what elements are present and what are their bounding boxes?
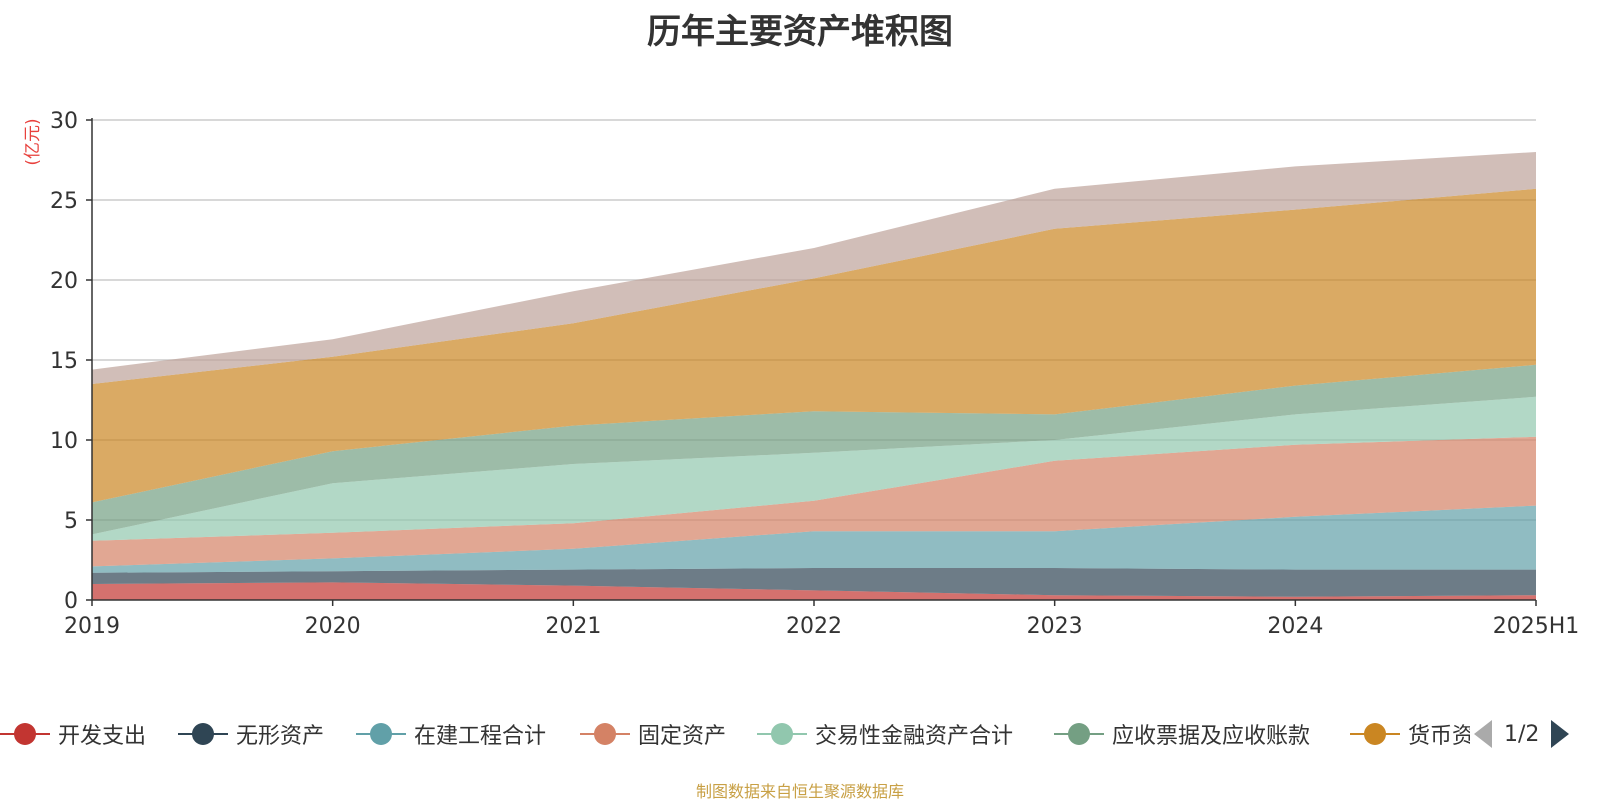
x-tick-label: 2019: [64, 614, 120, 639]
legend-prev-page-button[interactable]: [1474, 720, 1492, 748]
legend-label: 开发支出: [58, 724, 147, 749]
legend-marker: [1350, 714, 1400, 754]
x-tick-label: 2024: [1267, 614, 1323, 639]
legend-item-5[interactable]: 应收票据及应收账款: [1054, 714, 1310, 754]
area-series-1[interactable]: [92, 568, 1536, 597]
legend-label: 无形资产: [236, 724, 325, 749]
area-series-3[interactable]: [92, 436, 1536, 567]
legend-label: 货币资: [1408, 724, 1475, 749]
y-tick-label: 10: [50, 429, 78, 454]
legend-marker: [178, 714, 228, 754]
area-series-2[interactable]: [92, 505, 1536, 573]
chart-legend: 开发支出 无形资产 在建工程合计 固定资产 交易性金融资产合计 应收票据及应收账款 货币资: [0, 714, 1600, 754]
legend-item-1[interactable]: 无形资产: [178, 714, 324, 754]
area-series-6[interactable]: [92, 188, 1536, 503]
source-note: 制图数据来自恒生聚源数据库: [695, 782, 904, 801]
legend-marker: [0, 714, 50, 754]
area-series-0[interactable]: [92, 582, 1536, 600]
legend-marker: [1054, 714, 1104, 754]
y-tick-label: 30: [50, 109, 78, 134]
area-series: [92, 152, 1536, 600]
legend-marker: [757, 714, 807, 754]
y-tick-label: 0: [64, 589, 78, 614]
chart-title: 历年主要资产堆积图: [647, 12, 953, 52]
x-tick-label: 2021: [545, 614, 601, 639]
legend-item-2[interactable]: 在建工程合计: [356, 714, 546, 754]
legend-item-3[interactable]: 固定资产: [580, 714, 726, 754]
legend-item-0[interactable]: 开发支出: [0, 714, 146, 754]
legend-label: 固定资产: [638, 724, 727, 749]
area-series-4[interactable]: [92, 396, 1536, 541]
legend-label: 交易性金融资产合计: [815, 724, 1014, 749]
legend-item-6[interactable]: 货币资: [1350, 714, 1474, 754]
y-tick-label: 20: [50, 269, 78, 294]
legend-marker: [356, 714, 406, 754]
x-tick-label: 2023: [1027, 614, 1083, 639]
y-axis-unit-label: (亿元): [23, 118, 43, 165]
x-tick-label: 2025H1: [1493, 614, 1580, 639]
legend-label: 应收票据及应收账款: [1112, 724, 1311, 749]
legend-item-4[interactable]: 交易性金融资产合计: [757, 714, 1013, 754]
y-tick-label: 15: [50, 349, 78, 374]
legend-page-indicator: 1/2: [1504, 721, 1540, 747]
area-series-5[interactable]: [92, 364, 1536, 535]
area-series-7[interactable]: [92, 152, 1536, 384]
y-tick-label: 25: [50, 189, 78, 214]
y-tick-label: 5: [64, 509, 78, 534]
legend-label: 在建工程合计: [414, 724, 547, 749]
x-tick-label: 2020: [305, 614, 361, 639]
x-tick-label: 2022: [786, 614, 842, 639]
legend-pager: 1/2: [1470, 714, 1600, 754]
axes: 0 5 10 15 20 25 30 2019 2020 2021 2022 2023 2024 2025…: [50, 109, 1579, 639]
legend-marker: [580, 714, 630, 754]
legend-next-page-button[interactable]: [1551, 720, 1570, 748]
